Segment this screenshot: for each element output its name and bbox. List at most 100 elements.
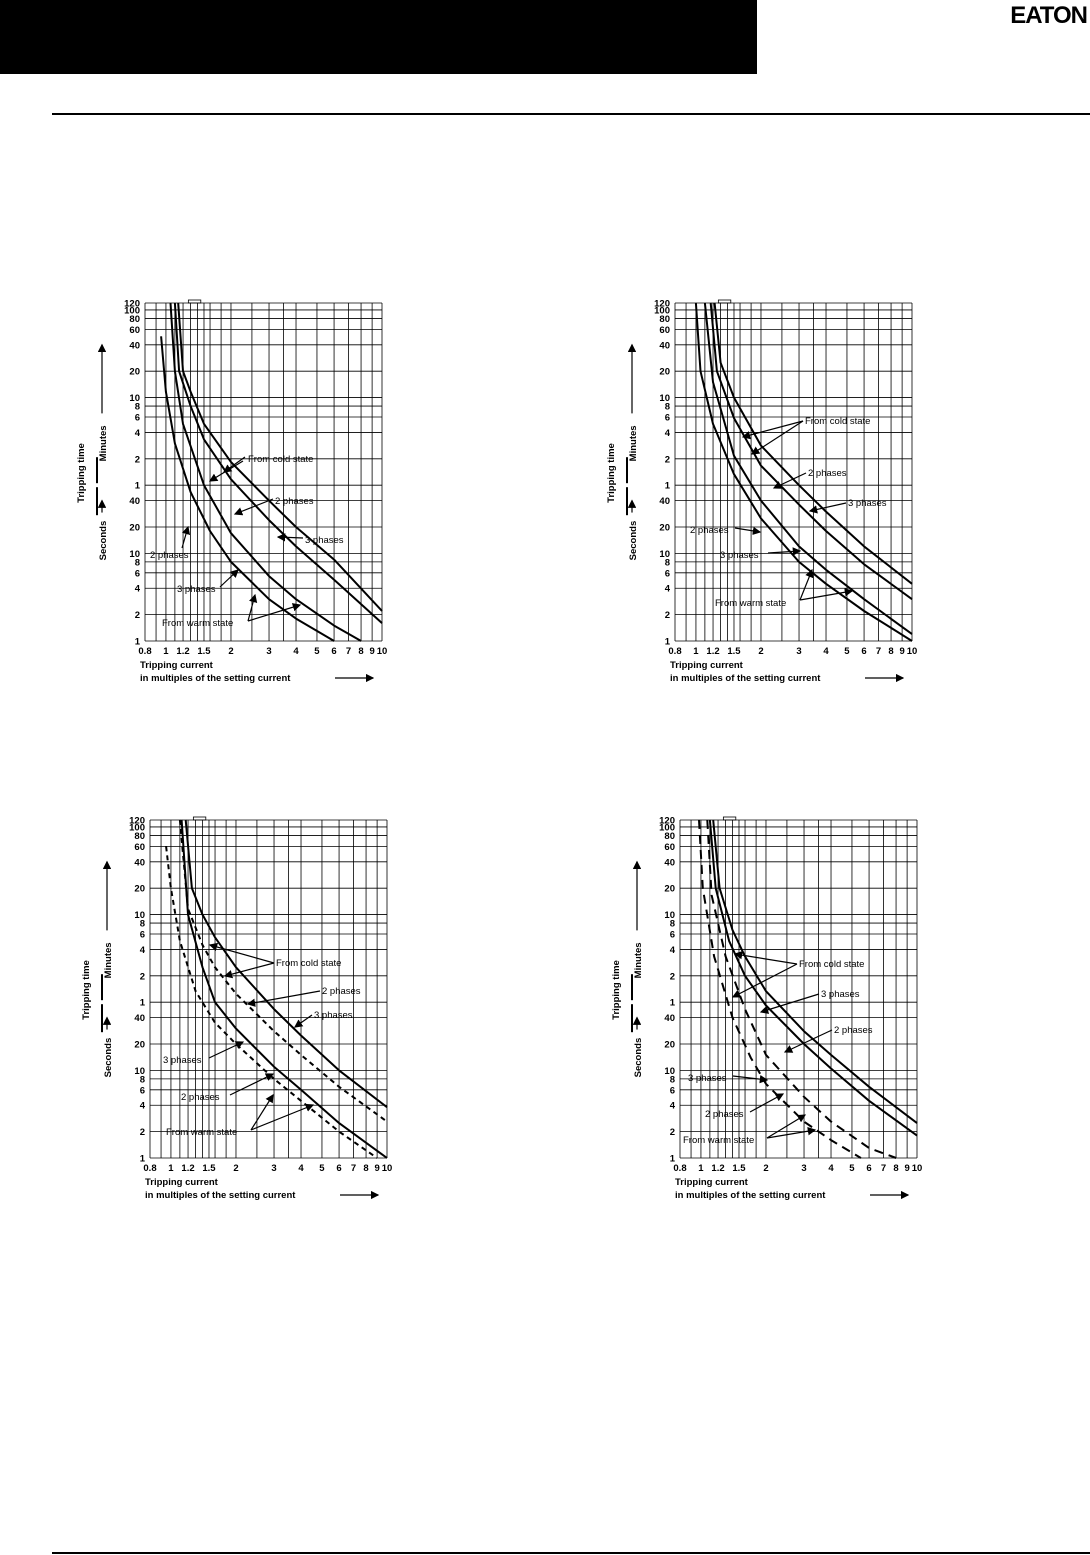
y-tick-label: 40 — [134, 857, 145, 868]
series-line-1 — [173, 302, 383, 624]
annotation-label: 3 phases — [305, 535, 344, 546]
annotation-arrow — [250, 1103, 315, 1131]
y-tick-label: 1 — [140, 998, 146, 1009]
eaton-logo: EATON — [1010, 3, 1088, 25]
annotations: From cold state 2 phases 3 phases 3 phases 2… — [163, 942, 361, 1138]
x-tick-label: 5 — [844, 646, 850, 657]
y-tick-label: 20 — [664, 884, 675, 895]
annotation-arrow — [208, 942, 275, 964]
y-tick-label: 10 — [664, 910, 675, 921]
y-tick-label: 4 — [140, 945, 146, 956]
x-tick-label: 9 — [904, 1163, 909, 1174]
series-line-3 — [694, 302, 913, 642]
annotation-arrow — [734, 526, 762, 536]
annotation-label: 2 phases — [834, 1025, 873, 1036]
x-tick-label: 10 — [907, 646, 918, 657]
annotation-label: From warm state — [162, 618, 233, 629]
x-tick-label: 4 — [298, 1163, 304, 1174]
annotations: From cold state 3 phases 2 phases 3 phases 2… — [683, 951, 873, 1146]
annotation-label: From warm state — [683, 1135, 754, 1146]
x-tick-label: 1 — [168, 1163, 174, 1174]
y-tick-label: 6 — [670, 930, 675, 941]
annotation-arrow — [247, 603, 302, 622]
x-axis-label: Tripping current — [145, 1177, 219, 1188]
x-tick-label: 4 — [293, 646, 299, 657]
y-tick-label: 120 — [129, 816, 145, 827]
y-tick-label: 6 — [135, 568, 140, 579]
annotation-label: From cold state — [248, 454, 313, 465]
x-axis-label: in multiples of the setting current — [675, 1190, 826, 1201]
y-tick-label: 20 — [129, 522, 140, 533]
x-tick-label: 1.5 — [727, 646, 741, 657]
annotation-arrow — [731, 963, 798, 998]
y-tick-label: 2 — [135, 454, 140, 465]
x-tick-label: 1.2 — [706, 646, 719, 657]
y-tick-label: 1 — [665, 481, 671, 492]
y-tick-label: 40 — [659, 340, 670, 351]
y-axis-minutes-text: Minutes — [98, 425, 109, 461]
annotation-arrow — [733, 951, 798, 965]
annotation-arrow — [772, 472, 807, 489]
y-tick-label: 8 — [670, 919, 675, 930]
x-tick-label: 7 — [351, 1163, 356, 1174]
annotation-arrow — [799, 588, 854, 601]
y-tick-label: 100 — [124, 305, 140, 316]
series-line-2 — [703, 302, 913, 635]
x-tick-label: 5 — [849, 1163, 855, 1174]
annotation-arrow — [766, 1114, 807, 1139]
y-tick-label: 2 — [140, 971, 145, 982]
y-axis-minutes-text: Minutes — [628, 425, 639, 461]
y-tick-label: 1 — [135, 481, 141, 492]
series-curves — [694, 302, 913, 642]
x-tick-label: 2 — [758, 646, 763, 657]
y-tick-label: 4 — [140, 1101, 146, 1112]
y-axis-minutes: Minutes — [628, 425, 639, 461]
y-tick-label: 2 — [670, 1127, 675, 1138]
annotation-arrow — [219, 569, 239, 588]
x-tick-label: 8 — [888, 646, 893, 657]
x-tick-label: 9 — [899, 646, 904, 657]
y-tick-label: 4 — [670, 945, 676, 956]
annotation-arrow — [741, 420, 804, 440]
series-line-0 — [712, 819, 918, 1124]
y-axis-seconds: Seconds — [633, 1038, 644, 1078]
y-tick-label: 1 — [670, 1154, 676, 1165]
y-tick-label: 4 — [135, 428, 141, 439]
annotation-arrow — [294, 1014, 313, 1028]
y-tick-label: 80 — [134, 831, 145, 842]
y-tick-label: 60 — [664, 842, 675, 853]
x-tick-label: 6 — [331, 646, 336, 657]
y-axis-seconds-text: Seconds — [628, 521, 639, 561]
y-tick-label: 1 — [135, 637, 141, 648]
header-bar — [0, 0, 757, 74]
y-tick-label: 2 — [665, 454, 670, 465]
annotation-arrow — [250, 1093, 274, 1131]
series-curves — [165, 819, 388, 1159]
y-tick-label: 6 — [665, 568, 670, 579]
y-tick-label: 8 — [670, 1074, 675, 1085]
x-tick-label: 10 — [382, 1163, 393, 1174]
y-tick-label: 120 — [659, 816, 675, 827]
y-axis-minutes-text: Minutes — [103, 942, 114, 978]
annotation-label: 3 phases — [163, 1055, 202, 1066]
x-tick-label: 7 — [876, 646, 881, 657]
y-tick-label: 2 — [670, 971, 675, 982]
y-axis-seconds: Seconds — [103, 1038, 114, 1078]
y-axis-seconds: Seconds — [98, 521, 109, 561]
y-tick-label: 8 — [140, 919, 145, 930]
annotation-arrow — [749, 1093, 785, 1113]
y-tick-label: 100 — [659, 822, 675, 833]
x-tick-labels: 0.8 1 1.2 1.5 2 3 4 5 6 7 8 9 10 — [143, 1163, 392, 1174]
y-tick-label: 20 — [134, 1039, 145, 1050]
annotation-label: 2 phases — [322, 986, 361, 997]
y-tick-label: 6 — [140, 1085, 145, 1096]
y-tick-label: 60 — [129, 325, 140, 336]
y-tick-label: 1 — [140, 1154, 146, 1165]
x-tick-label: 1.2 — [176, 646, 189, 657]
y-tick-label: 10 — [129, 549, 140, 560]
series-line-2 — [169, 302, 362, 642]
